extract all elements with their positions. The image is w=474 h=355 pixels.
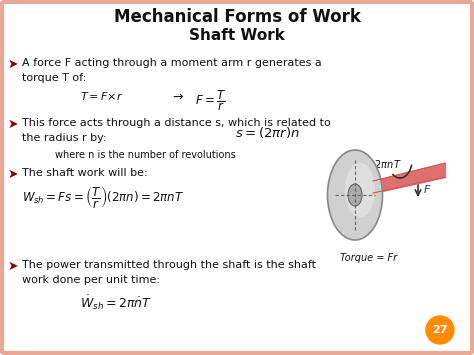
Ellipse shape [345, 163, 375, 218]
Text: $W_{sh} = 2\pi nT$: $W_{sh} = 2\pi nT$ [345, 158, 401, 172]
Text: the radius r by:: the radius r by: [22, 133, 107, 143]
Text: $T = F{\times}r$: $T = F{\times}r$ [80, 90, 123, 102]
Text: $\dot{W}_{sh} = 2\pi\dot{n}T$: $\dot{W}_{sh} = 2\pi\dot{n}T$ [80, 293, 152, 312]
Ellipse shape [328, 150, 383, 240]
Text: torque T of:: torque T of: [22, 73, 86, 83]
Text: $F = \dfrac{T}{r}$: $F = \dfrac{T}{r}$ [195, 88, 226, 113]
Text: Mechanical Forms of Work: Mechanical Forms of Work [114, 8, 360, 26]
Text: Torque = Fr: Torque = Fr [340, 253, 397, 263]
Text: 27: 27 [432, 325, 448, 335]
Text: n: n [396, 176, 402, 187]
Text: ➤: ➤ [8, 118, 18, 131]
Circle shape [426, 316, 454, 344]
Text: This force acts through a distance s, which is related to: This force acts through a distance s, wh… [22, 118, 331, 128]
Text: where n is the number of revolutions: where n is the number of revolutions [55, 150, 236, 160]
Text: Shaft Work: Shaft Work [189, 28, 285, 43]
Text: $\rightarrow$: $\rightarrow$ [170, 90, 184, 103]
Text: F: F [424, 185, 430, 195]
Text: ➤: ➤ [8, 58, 18, 71]
Text: ➤: ➤ [8, 260, 18, 273]
Text: $W_{sh} = Fs = \left(\dfrac{T}{r}\right)(2\pi n) = 2\pi nT$: $W_{sh} = Fs = \left(\dfrac{T}{r}\right)… [22, 184, 184, 210]
Text: ➤: ➤ [8, 168, 18, 181]
Text: work done per unit time:: work done per unit time: [22, 275, 160, 285]
Text: A force F acting through a moment arm r generates a: A force F acting through a moment arm r … [22, 58, 322, 68]
Ellipse shape [348, 184, 362, 206]
Text: $s = (2\pi r)n$: $s = (2\pi r)n$ [235, 125, 300, 140]
Text: The power transmitted through the shaft is the shaft: The power transmitted through the shaft … [22, 260, 316, 270]
Text: The shaft work will be:: The shaft work will be: [22, 168, 147, 178]
